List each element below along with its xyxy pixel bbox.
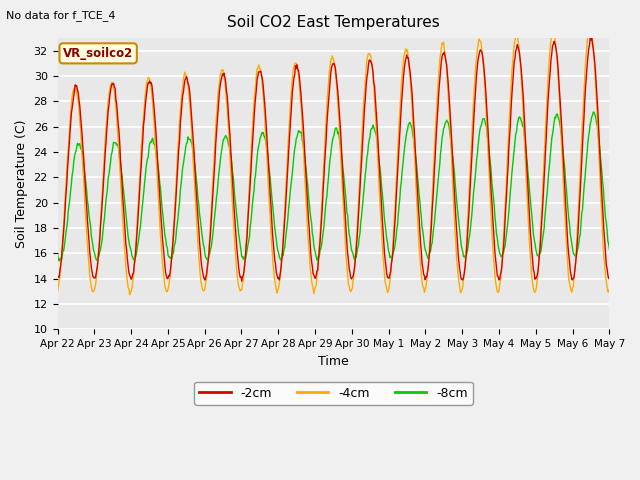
-2cm [205,242,213,248]
-4cm [605,286,613,292]
-4cm [401,48,409,53]
-4cm [177,99,185,105]
-2cm [238,278,246,284]
Line: -2cm: -2cm [58,38,609,281]
-8cm [121,202,129,208]
Legend: -2cm, -4cm, -8cm: -2cm, -4cm, -8cm [195,382,472,405]
X-axis label: Time: Time [318,355,349,368]
-8cm [605,246,613,252]
-8cm [401,140,409,145]
-2cm [177,121,184,127]
Line: -8cm: -8cm [58,112,609,261]
-8cm [65,208,72,214]
Text: No data for f_TCE_4: No data for f_TCE_4 [6,10,116,21]
-4cm [120,240,128,246]
-2cm [588,35,596,41]
-2cm [401,59,409,64]
Text: VR_soilco2: VR_soilco2 [63,47,133,60]
-4cm [587,26,595,32]
-4cm [63,155,71,161]
-4cm [207,224,214,230]
Title: Soil CO2 East Temperatures: Soil CO2 East Temperatures [227,15,440,30]
-8cm [207,247,214,253]
-8cm [54,251,61,257]
-2cm [63,167,71,172]
-4cm [417,272,425,278]
-2cm [605,276,613,282]
-8cm [589,109,597,115]
-8cm [417,214,425,220]
-4cm [126,292,134,298]
Line: -4cm: -4cm [58,29,609,295]
-2cm [120,216,128,222]
-2cm [54,274,61,280]
Y-axis label: Soil Temperature (C): Soil Temperature (C) [15,120,28,248]
-4cm [54,288,61,294]
-8cm [177,181,185,187]
-8cm [55,258,63,264]
-2cm [417,249,425,254]
